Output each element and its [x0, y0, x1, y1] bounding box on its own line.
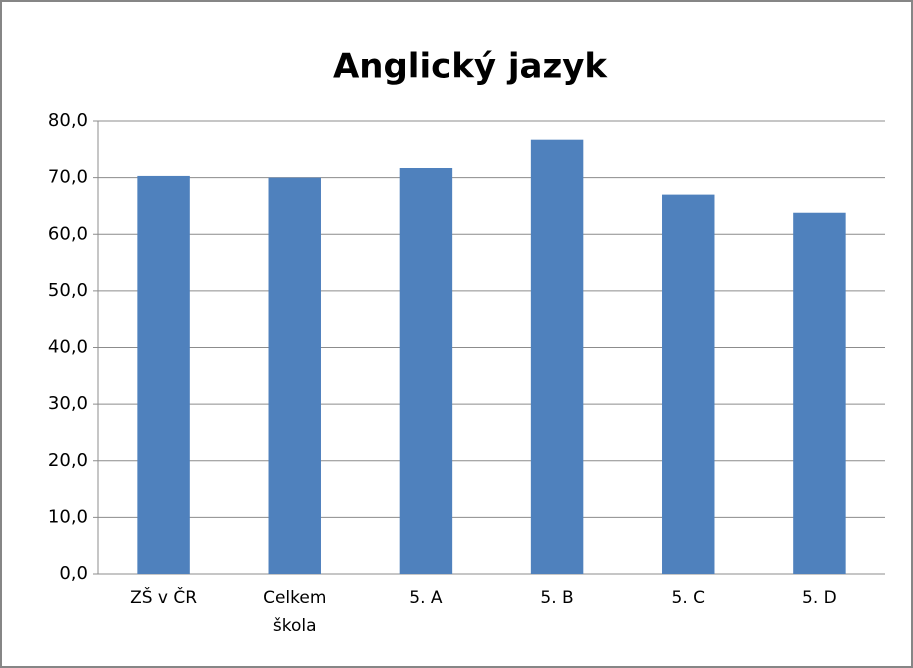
y-tick-label: 10,0 [48, 506, 88, 527]
y-tick-label: 0,0 [59, 563, 88, 584]
x-tick-label: Celkem škola [263, 588, 327, 636]
x-tick-label: 5. B [540, 588, 574, 608]
bar [530, 139, 584, 574]
x-tick-label: ZŠ v ČR [130, 588, 198, 608]
y-tick-label: 40,0 [48, 337, 88, 358]
y-tick-label: 80,0 [48, 110, 88, 131]
bar [399, 167, 453, 574]
x-tick-label: 5. A [409, 588, 443, 608]
bar [662, 194, 715, 575]
x-tick-label: 5. D [802, 588, 837, 608]
y-tick-label: 50,0 [48, 280, 88, 301]
bar [793, 212, 846, 575]
y-tick-label: 20,0 [48, 450, 88, 471]
y-tick-label: 70,0 [48, 167, 88, 188]
y-tick-label: 60,0 [48, 223, 88, 244]
x-tick-label: 5. C [671, 588, 706, 608]
y-tick-label: 30,0 [48, 393, 88, 414]
chart-title: Anglický jazyk [333, 47, 608, 87]
bar [268, 177, 321, 574]
bar [137, 175, 190, 574]
